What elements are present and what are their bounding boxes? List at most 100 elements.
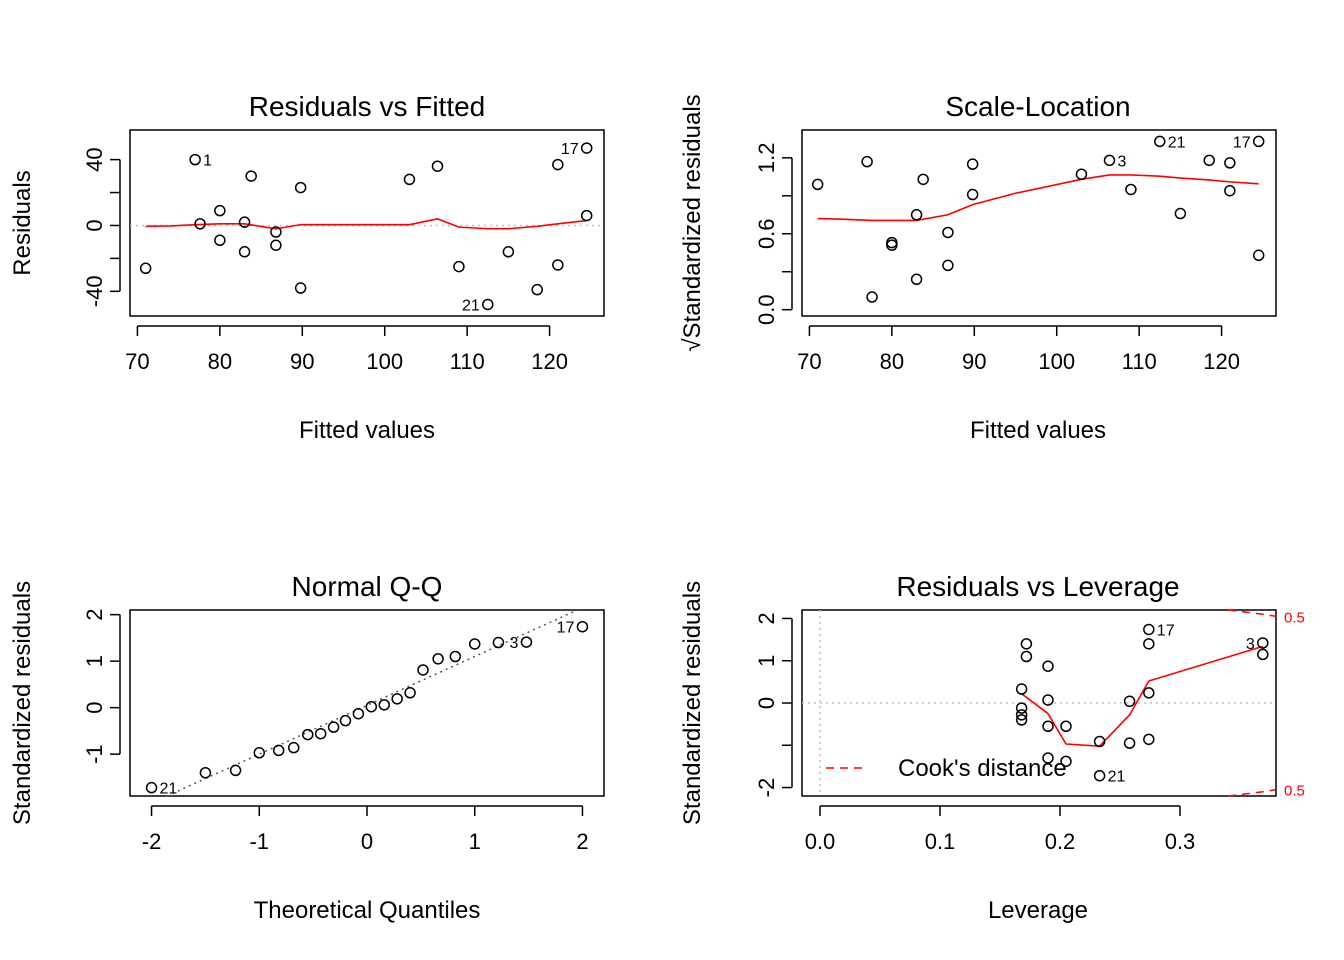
y-tick-label: 1 (82, 655, 107, 667)
points (139, 142, 593, 311)
data-point (468, 638, 481, 650)
x-axis: 70 80 90 100 110 120 (125, 325, 568, 374)
data-point (1143, 638, 1155, 650)
data-point (966, 158, 979, 170)
smooth-line (145, 218, 587, 230)
data-point (189, 153, 201, 166)
data-point (238, 246, 251, 258)
smooth-line (817, 174, 1259, 222)
point-label: 17 (1157, 622, 1175, 639)
data-point (1143, 687, 1155, 699)
data-point (1123, 695, 1136, 708)
data-point (580, 142, 593, 154)
smooth-line-path (1021, 645, 1264, 747)
data-point (314, 727, 327, 740)
data-point (910, 209, 923, 221)
x-tick-label: 2 (576, 829, 588, 854)
x-tick-label: 80 (208, 349, 232, 374)
smooth-line-path (145, 218, 587, 230)
data-point (294, 282, 307, 294)
data-point (1020, 650, 1033, 663)
cooks-level-label: 0.5 (1284, 609, 1305, 626)
data-point (502, 246, 515, 258)
y-tick-label: 0.6 (754, 218, 779, 249)
data-point (1257, 637, 1269, 649)
point-labels: 3 21 17 (1117, 134, 1250, 170)
data-point (1252, 135, 1265, 148)
y-axis-label: Residuals (9, 170, 36, 275)
panel-title: Normal Q-Q (292, 571, 443, 602)
data-point (245, 170, 257, 182)
data-point (1154, 135, 1166, 148)
point-label: 17 (1233, 134, 1251, 151)
plot-box (129, 129, 605, 317)
data-point (139, 262, 152, 275)
data-point (866, 291, 878, 303)
point-label: 3 (510, 635, 519, 652)
x-tick-label: 70 (797, 349, 821, 374)
data-point (327, 721, 340, 733)
data-point (942, 259, 954, 272)
x-tick-label: 0.1 (925, 829, 956, 854)
cooks-distance-contours: 0.5 0.5 (1227, 609, 1305, 800)
data-point (531, 283, 543, 296)
y-tick-label: 0.0 (754, 294, 779, 325)
plot-box (129, 609, 605, 797)
legend-label: Cook's distance (898, 755, 1067, 782)
panel-title: Scale-Location (945, 91, 1130, 122)
data-point (365, 700, 378, 713)
x-tick-label: -1 (249, 829, 269, 854)
x-tick-label: 100 (366, 349, 403, 374)
y-tick-label: -1 (82, 744, 107, 764)
cooks-contour-lower (1227, 788, 1277, 797)
point-label: 17 (557, 620, 575, 637)
data-point (1224, 157, 1236, 169)
point-label: 1 (203, 153, 212, 170)
point-label: 3 (1246, 636, 1255, 653)
data-point (432, 653, 444, 665)
data-point (214, 234, 226, 247)
point-labels: 21 3 17 (160, 620, 575, 798)
x-tick-label: 100 (1038, 349, 1075, 374)
y-axis-label: Standardized residuals (679, 581, 706, 825)
y-tick-label: 40 (82, 147, 107, 171)
data-point (910, 273, 923, 286)
x-axis-label: Theoretical Quantiles (254, 897, 481, 924)
data-point (145, 781, 158, 794)
data-point (861, 155, 873, 168)
y-tick-label: -2 (754, 778, 779, 798)
x-tick-label: 0.2 (1045, 829, 1076, 854)
y-axis: 40 0 -40 (82, 147, 121, 307)
svg-text:√Standardized residuals: √Standardized residuals (679, 94, 706, 351)
x-axis: 70 80 90 100 110 120 (797, 325, 1240, 374)
panel-residuals-vs-fitted: Residuals vs Fitted Fitted values Residu… (9, 91, 605, 444)
x-tick-label: 90 (962, 349, 986, 374)
y-tick-label: -40 (82, 275, 107, 307)
x-tick-label: 80 (880, 349, 904, 374)
y-tick-label: 1 (754, 655, 779, 667)
data-point (302, 728, 314, 741)
data-point (1224, 184, 1236, 197)
points (145, 620, 589, 794)
data-point (1060, 755, 1072, 768)
data-point (520, 636, 533, 648)
y-tick-label: 2 (82, 609, 107, 621)
reference-lines (802, 610, 1276, 796)
y-axis-label-group: √Standardized residuals (679, 94, 706, 351)
plot-box (801, 129, 1277, 317)
point-label: 21 (160, 781, 178, 798)
data-point (238, 216, 251, 228)
data-point (1042, 660, 1054, 672)
data-point (1093, 769, 1106, 782)
data-point (431, 160, 444, 172)
point-labels: 17 3 21 (1108, 622, 1255, 785)
x-axis: -2 -1 0 1 2 (142, 805, 589, 854)
x-axis-label: Leverage (988, 897, 1088, 924)
points (811, 135, 1265, 303)
x-tick-label: 120 (1203, 349, 1240, 374)
x-tick-label: 110 (1122, 349, 1157, 374)
data-point (270, 226, 282, 238)
panel-normal-qq: Normal Q-Q Theoretical Quantiles Standar… (9, 571, 605, 924)
point-label: 17 (561, 141, 579, 158)
